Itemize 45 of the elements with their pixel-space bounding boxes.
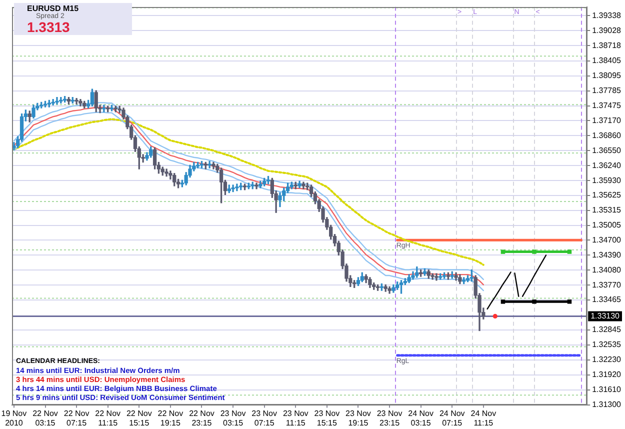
x-tick-label: 23 Nov 19:15: [346, 408, 371, 428]
y-tick-label: 1.37785: [592, 86, 622, 96]
x-tick-label: 19 Nov 2010: [1, 408, 27, 428]
x-tick-label: 22 Nov 23:15: [189, 408, 214, 428]
x-tick-label: 24 Nov 07:15: [439, 408, 465, 428]
y-tick-label: 1.35315: [592, 206, 622, 215]
y-tick-label: 1.38405: [592, 56, 622, 65]
x-tick-label: 23 Nov 11:15: [282, 408, 308, 428]
y-tick-label: 1.34080: [592, 265, 622, 274]
x-tick-label: 24 Nov 03:15: [408, 408, 434, 428]
y-tick-label: 1.33770: [592, 280, 622, 290]
x-tick-label: 22 Nov 11:15: [95, 408, 121, 428]
y-tick-label: 1.38095: [592, 71, 622, 80]
ref-line-label: 1.33130: [590, 311, 620, 320]
y-tick-label: 1.32845: [592, 325, 622, 334]
y-tick-label: 1.35005: [592, 220, 622, 230]
x-tick-label: 24 Nov 11:15: [470, 408, 496, 428]
y-tick-label: 1.32535: [592, 340, 622, 350]
y-tick-label: 1.34700: [592, 235, 622, 244]
x-tick-label: 22 Nov 03:15: [32, 408, 58, 428]
x-tick-label: 23 Nov 03:15: [220, 408, 246, 428]
y-tick-label: 1.34390: [592, 250, 622, 260]
y-tick-label: 1.31610: [592, 384, 622, 394]
x-tick-label: 22 Nov 07:15: [64, 408, 90, 428]
y-tick-label: 1.38718: [592, 40, 622, 50]
x-tick-label: 23 Nov 23:15: [376, 408, 402, 428]
x-tick-label: 22 Nov 15:15: [126, 408, 152, 428]
y-tick-label: 1.37475: [592, 101, 622, 110]
y-tick-label: 1.31300: [592, 400, 622, 410]
x-tick-label: 23 Nov 07:15: [252, 408, 278, 428]
y-tick-label: 1.32230: [592, 354, 622, 364]
y-tick-label: 1.36860: [592, 130, 622, 140]
y-tick-label: 1.39338: [592, 10, 622, 20]
y-tick-label: 1.36550: [592, 146, 622, 155]
y-tick-label: 1.35625: [592, 190, 622, 200]
y-tick-label: 1.35930: [592, 176, 622, 185]
y-tick-label: 1.33465: [592, 295, 622, 304]
y-tick-label: 1.37170: [592, 116, 622, 125]
x-tick-label: 23 Nov 15:15: [314, 408, 340, 428]
y-tick-label: 1.36240: [592, 160, 622, 170]
y-tick-label: 1.31920: [592, 370, 622, 379]
y-tick-label: 1.39028: [592, 26, 622, 35]
x-tick-label: 22 Nov 19:15: [158, 408, 184, 428]
chart-title: EURUSD M15: [27, 4, 79, 13]
annotation: 1.3313: [27, 19, 70, 35]
